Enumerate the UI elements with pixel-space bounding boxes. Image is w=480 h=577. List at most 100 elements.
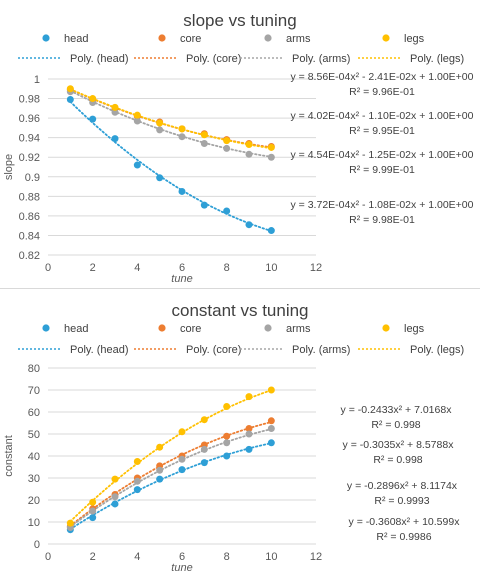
- data-point-legs: [178, 125, 186, 133]
- trendline-r-squared: R² = 9.98E-01: [349, 214, 415, 226]
- data-point-legs: [200, 131, 208, 139]
- legend-label-core: core: [180, 323, 201, 335]
- legend-trendline-label-core: Poly. (core): [186, 344, 241, 356]
- x-tick-label: 8: [224, 551, 230, 563]
- data-point-head: [223, 452, 231, 460]
- data-point-arms: [111, 493, 119, 501]
- legend-trendline-label-arms: Poly. (arms): [292, 53, 350, 65]
- legend-marker-core: [158, 34, 166, 42]
- trendline-equation: y = -0.3035x² + 8.5788x: [343, 439, 455, 451]
- y-tick-label: 0.82: [19, 250, 40, 262]
- data-point-legs: [156, 119, 164, 127]
- legend-marker-arms: [264, 34, 272, 42]
- trendline-equation: y = 8.56E-04x² - 2.41E-02x + 1.00E+00: [291, 71, 474, 83]
- data-point-head: [200, 201, 208, 209]
- legend-trendline-label-head: Poly. (head): [70, 344, 129, 356]
- data-point-legs: [133, 458, 141, 465]
- data-point-arms: [223, 439, 231, 447]
- data-point-arms: [200, 140, 208, 148]
- data-point-head: [267, 439, 275, 447]
- y-tick-label: 0: [34, 539, 40, 551]
- trendline-legs: [69, 88, 273, 150]
- data-point-head: [245, 221, 253, 229]
- y-tick-label: 70: [28, 385, 40, 397]
- legend-marker-legs: [382, 324, 390, 332]
- slope-chart: slope vs tuning head core arms legs Poly. (he…: [0, 0, 480, 288]
- data-point-legs: [245, 141, 253, 149]
- data-point-head: [245, 445, 253, 453]
- trendline-equation: y = -0.3608x² + 10.599x: [349, 516, 461, 528]
- legend-trendline-label-core: Poly. (core): [186, 53, 241, 65]
- data-point-head: [267, 227, 275, 235]
- x-tick-label: 2: [90, 262, 96, 274]
- trendline-equation: y = -0.2896x² + 8.1174x: [347, 480, 458, 492]
- slope-chart-svg: slope vs tuning head core arms legs Poly. (he…: [3, 11, 474, 285]
- x-axis-label: tune: [171, 562, 192, 574]
- trendline-equation: y = 4.54E-04x² - 1.25E-02x + 1.00E+00: [291, 149, 474, 161]
- legend-label-arms: arms: [286, 33, 311, 45]
- trendline-r-squared: R² = 0.998: [371, 419, 420, 431]
- data-point-legs: [223, 403, 231, 410]
- x-tick-label: 0: [45, 551, 51, 563]
- legend-label-head: head: [64, 33, 88, 45]
- data-point-legs: [267, 386, 275, 394]
- legend-marker-head: [42, 34, 50, 42]
- data-point-arms: [133, 477, 141, 485]
- y-axis-label: constant: [3, 435, 15, 477]
- data-point-head: [133, 486, 141, 494]
- x-tick-label: 4: [134, 551, 140, 563]
- x-tick-label: 6: [179, 551, 185, 563]
- data-point-arms: [156, 466, 164, 474]
- data-point-arms: [200, 445, 208, 453]
- data-point-arms: [178, 455, 186, 463]
- slope-chart-title: slope vs tuning: [183, 11, 296, 30]
- data-point-legs: [245, 393, 253, 401]
- trendline-equation: y = -0.2433x² + 7.0168x: [341, 404, 453, 416]
- y-tick-label: 1: [34, 74, 40, 86]
- data-point-legs: [200, 416, 208, 424]
- data-point-arms: [178, 133, 186, 141]
- x-tick-label: 0: [45, 262, 51, 274]
- data-point-legs: [66, 85, 74, 93]
- legend-marker-core: [158, 324, 166, 332]
- trendline-r-squared: R² = 9.99E-01: [349, 164, 415, 176]
- y-tick-label: 0.84: [19, 230, 40, 242]
- legend-label-core: core: [180, 33, 201, 45]
- data-point-legs: [66, 519, 74, 527]
- y-tick-label: 0.92: [19, 152, 40, 164]
- legend-trendline-label-arms: Poly. (arms): [292, 344, 350, 356]
- data-point-arms: [111, 108, 119, 116]
- x-tick-label: 2: [90, 551, 96, 563]
- y-tick-label: 0.98: [19, 94, 40, 106]
- data-point-legs: [89, 498, 97, 506]
- data-point-arms: [245, 150, 253, 158]
- legend-label-legs: legs: [404, 323, 425, 335]
- data-point-core: [223, 432, 231, 440]
- data-point-arms: [89, 507, 97, 515]
- trendline-legs: [69, 389, 273, 523]
- data-point-head: [111, 500, 119, 508]
- legend-marker-arms: [264, 324, 272, 332]
- data-point-legs: [111, 103, 119, 111]
- constant-chart: constant vs tuning head core arms legs Poly. …: [0, 288, 480, 577]
- y-tick-label: 50: [28, 429, 40, 441]
- data-point-head: [66, 96, 74, 104]
- constant-chart-svg: constant vs tuning head core arms legs Poly. …: [3, 301, 464, 574]
- data-point-arms: [267, 153, 275, 161]
- y-tick-label: 0.86: [19, 211, 40, 223]
- trendline-head: [69, 442, 273, 530]
- y-tick-label: 80: [28, 363, 40, 375]
- data-point-legs: [267, 143, 275, 151]
- x-tick-label: 6: [179, 262, 185, 274]
- y-tick-label: 40: [28, 451, 40, 463]
- x-tick-label: 4: [134, 262, 140, 274]
- data-point-head: [156, 174, 164, 182]
- data-point-arms: [223, 144, 231, 152]
- trendline-head: [69, 100, 273, 232]
- data-point-legs: [111, 475, 119, 483]
- legend-trendline-label-head: Poly. (head): [70, 53, 129, 65]
- trendline-equation: y = 4.02E-04x² - 1.10E-02x + 1.00E+00: [291, 110, 474, 122]
- trendline-arms: [69, 428, 273, 528]
- x-tick-label: 10: [265, 551, 277, 563]
- y-tick-label: 30: [28, 473, 40, 485]
